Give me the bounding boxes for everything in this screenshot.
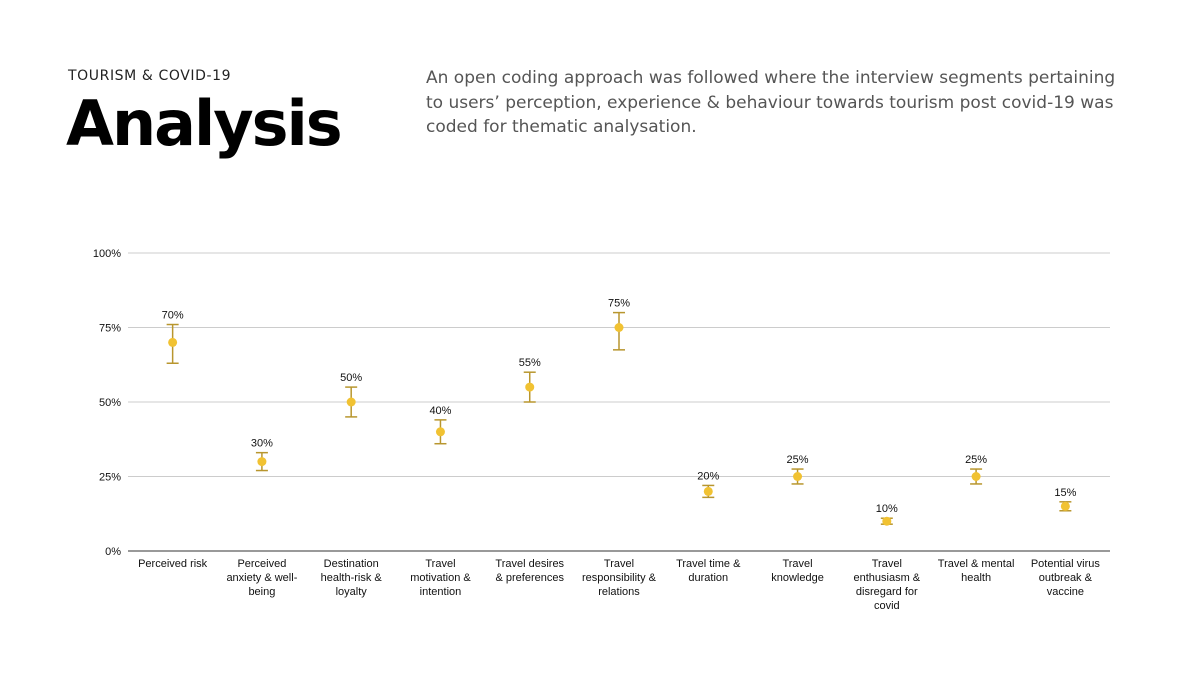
x-tick-label: Travel time & duration	[676, 558, 741, 584]
data-label: 55%	[519, 357, 541, 369]
data-label: 30%	[251, 438, 273, 450]
page-title: Analysis	[66, 87, 343, 160]
data-point	[971, 472, 981, 481]
x-tick-label: Travel enthusiasm & disregard for covid	[853, 558, 920, 612]
data-point	[703, 486, 713, 496]
data-point	[1060, 501, 1070, 511]
data-point	[614, 323, 624, 332]
data-label: 25%	[787, 454, 809, 466]
x-tick-label: Potential virus outbreak & vaccine	[1031, 558, 1101, 598]
y-tick-label: 50%	[99, 397, 121, 409]
data-label: 25%	[965, 454, 987, 466]
data-label: 10%	[876, 503, 898, 515]
data-point	[346, 397, 356, 407]
data-label: 20%	[697, 470, 719, 482]
data-label: 75%	[608, 298, 630, 310]
x-tick-label: Travel responsibility & relations	[582, 558, 657, 598]
page-description: An open coding approach was followed whe…	[426, 68, 1116, 137]
x-tick-label: Travel & mental health	[938, 558, 1015, 584]
data-point	[793, 472, 803, 481]
data-point	[257, 457, 267, 467]
x-tick-label: Destination health-risk & loyalty	[321, 558, 383, 598]
data-point	[882, 516, 892, 526]
data-label: 15%	[1054, 487, 1076, 499]
x-tick-label: Travel knowledge	[771, 558, 824, 584]
x-tick-label: Travel motivation & intention	[410, 558, 471, 598]
x-tick-label: Travel desires & preferences	[495, 558, 564, 584]
data-label: 40%	[429, 405, 451, 417]
x-tick-label: Perceived risk	[138, 558, 208, 570]
data-point	[168, 337, 178, 347]
data-label: 70%	[162, 310, 184, 322]
y-tick-label: 25%	[99, 472, 121, 484]
y-tick-label: 100%	[93, 248, 121, 260]
y-tick-label: 75%	[99, 323, 121, 335]
data-point	[525, 382, 535, 392]
y-tick-label: 0%	[105, 546, 121, 558]
data-label: 50%	[340, 372, 362, 384]
data-point	[435, 427, 445, 437]
x-tick-label: Perceived anxiety & well-being	[226, 558, 297, 598]
section-eyebrow: TOURISM & COVID-19	[68, 68, 232, 84]
